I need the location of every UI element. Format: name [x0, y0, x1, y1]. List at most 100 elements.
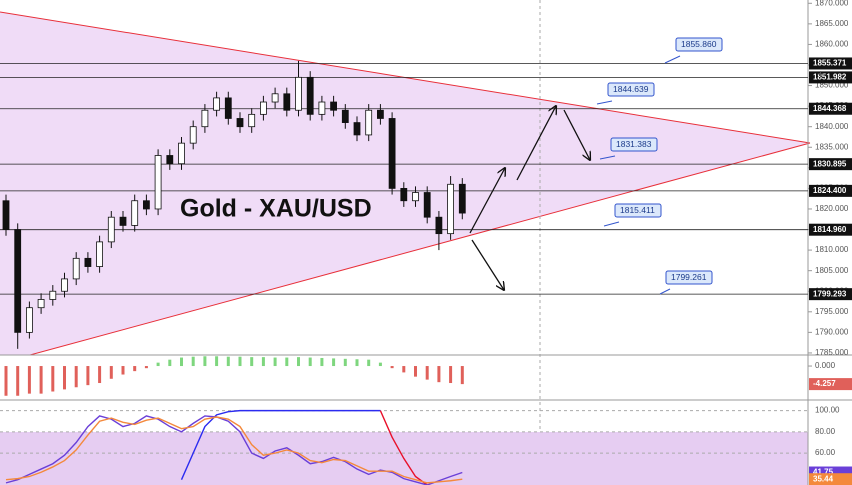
indicator-line	[379, 410, 428, 485]
histogram-bar	[168, 359, 172, 367]
candle-body	[341, 109, 349, 123]
candle-body	[376, 109, 384, 119]
histogram-bar	[74, 366, 78, 388]
y-tick-label: 1820.000	[815, 204, 849, 213]
level-tag	[809, 57, 852, 70]
y-tick-label: 1790.000	[815, 327, 849, 336]
histogram-bar	[261, 357, 265, 367]
histogram-bar	[180, 357, 183, 367]
histogram-bar	[343, 358, 347, 367]
candle-body	[435, 216, 443, 235]
candle-body	[224, 97, 232, 119]
histogram-bar	[226, 356, 230, 367]
candle-body	[248, 113, 256, 128]
y-tick-label: 1835.000	[815, 142, 849, 151]
candle-body	[306, 76, 314, 115]
callout-box	[607, 82, 655, 97]
candle-body	[353, 122, 361, 136]
value-tag-label: -4.257	[813, 379, 836, 388]
candle-body	[447, 183, 455, 235]
candle-body	[131, 200, 139, 226]
callout-box	[665, 270, 713, 285]
histogram-bar	[144, 366, 148, 369]
arrow	[469, 168, 505, 234]
candle-body	[458, 183, 466, 214]
y-tick-label: 80.00	[815, 427, 836, 436]
histogram-bar	[250, 357, 254, 367]
candle-body	[400, 188, 408, 202]
y-tick-label: 1795.000	[815, 307, 849, 316]
callout-label: 1855.860	[681, 39, 717, 49]
candle-body	[412, 192, 419, 202]
candle-body	[178, 142, 185, 165]
arrow	[516, 106, 556, 181]
value-tag	[809, 378, 852, 391]
histogram-bar	[414, 366, 417, 377]
candle-body	[236, 118, 244, 128]
y-tick-label: 100.00	[815, 406, 840, 415]
indicator-line	[5, 416, 463, 484]
y-tick-label: 1785.000	[815, 348, 849, 357]
histogram-bar	[109, 366, 113, 379]
value-tag-label: 41.75	[813, 468, 834, 477]
histogram-bar	[238, 356, 242, 367]
level-label: 1814.960	[813, 225, 847, 234]
histogram-bar	[16, 366, 20, 396]
candle-body	[96, 241, 103, 267]
callout-leader	[659, 288, 671, 295]
arrow	[563, 109, 590, 160]
level-tag	[809, 184, 852, 197]
histogram-bar	[39, 366, 43, 394]
y-tick-label: 1860.000	[815, 40, 849, 49]
level-label: 1844.368	[813, 104, 847, 113]
level-tag	[809, 288, 852, 301]
histogram-bar	[191, 356, 195, 367]
macd-panel	[4, 356, 464, 396]
level-tag	[809, 223, 852, 236]
candle-body	[388, 118, 396, 189]
chart-title: Gold - XAU/USD	[180, 195, 372, 223]
histogram-bar	[378, 362, 382, 367]
stoch-panel	[0, 409, 808, 485]
histogram-bar	[449, 366, 453, 384]
candle-body	[72, 257, 80, 280]
histogram-bar	[133, 366, 137, 372]
candle-body	[25, 307, 33, 333]
callout-leader	[603, 221, 620, 227]
candle-body	[259, 101, 267, 115]
candle-body	[365, 109, 373, 136]
level-tag	[809, 102, 852, 115]
level-label: 1855.371	[813, 59, 847, 68]
histogram-bar	[320, 357, 324, 367]
y-tick-label: 1870.000	[815, 0, 849, 7]
histogram-bar	[121, 366, 125, 375]
callout-label: 1815.411	[620, 205, 655, 215]
callout-box	[675, 37, 723, 52]
candle-body	[154, 155, 162, 210]
callout-leader	[664, 55, 681, 64]
value-tag-label: 35.44	[813, 474, 834, 483]
candle-body	[142, 200, 150, 210]
callout-leader	[596, 100, 613, 105]
level-tag	[809, 71, 852, 84]
y-tick-label: 60.00	[815, 448, 836, 457]
candle-body	[283, 93, 291, 111]
arrows	[469, 106, 590, 290]
callout-leader	[599, 155, 616, 160]
candle-body	[201, 109, 209, 128]
y-tick-label: 1840.000	[815, 122, 849, 131]
candle-body	[330, 101, 338, 111]
arrow	[471, 239, 504, 290]
callout-label: 1799.261	[671, 272, 707, 282]
candle-body	[119, 216, 127, 226]
level-label: 1830.895	[813, 159, 847, 168]
histogram-bar	[285, 357, 289, 367]
histogram-bar	[367, 359, 371, 367]
histogram-bar	[4, 366, 8, 396]
crosshair-plus: +	[817, 67, 824, 81]
candle-body	[189, 126, 197, 144]
histogram-bar	[51, 366, 55, 392]
callout-box	[614, 203, 662, 218]
candle-body	[2, 200, 10, 230]
candle-body	[14, 229, 22, 333]
